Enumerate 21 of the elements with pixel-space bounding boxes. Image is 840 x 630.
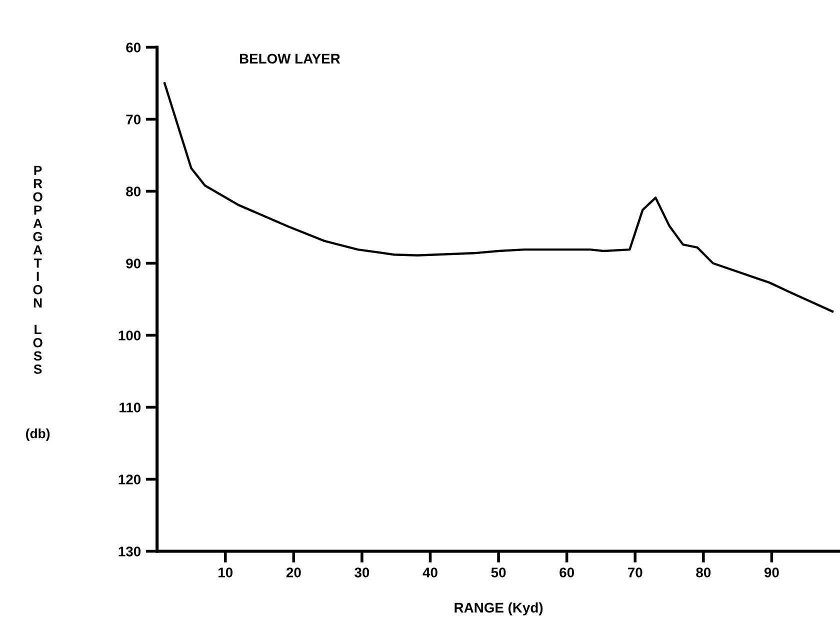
x-tick-label: 40 xyxy=(422,568,438,578)
chart-title: BELOW LAYER xyxy=(240,54,340,64)
y-tick-label: 100 xyxy=(118,330,141,340)
x-tick-label: 80 xyxy=(696,568,711,578)
text: PROPAGATION LOSS (db) xyxy=(26,166,50,441)
x-tick-label: 90 xyxy=(764,568,779,578)
y-tick-label: 130 xyxy=(118,546,141,556)
x-tick-label: 50 xyxy=(491,568,506,578)
y-tick-label: 90 xyxy=(126,258,141,268)
x-tick-label: 20 xyxy=(286,568,301,578)
line-series xyxy=(163,82,834,313)
y-tick-label: 70 xyxy=(126,114,141,124)
y-tick-label: 120 xyxy=(118,474,141,484)
x-tick-label: 10 xyxy=(218,568,233,578)
x-tick-label: 70 xyxy=(628,568,642,578)
x-tick-label: 30 xyxy=(354,568,370,578)
y-tick-label: 80 xyxy=(126,186,141,196)
x-tick-label: 60 xyxy=(560,568,574,578)
x-axis-title: RANGE (Kyd) xyxy=(454,602,543,616)
y-tick-label: 60 xyxy=(126,42,141,52)
y-tick-label: 110 xyxy=(120,402,141,412)
